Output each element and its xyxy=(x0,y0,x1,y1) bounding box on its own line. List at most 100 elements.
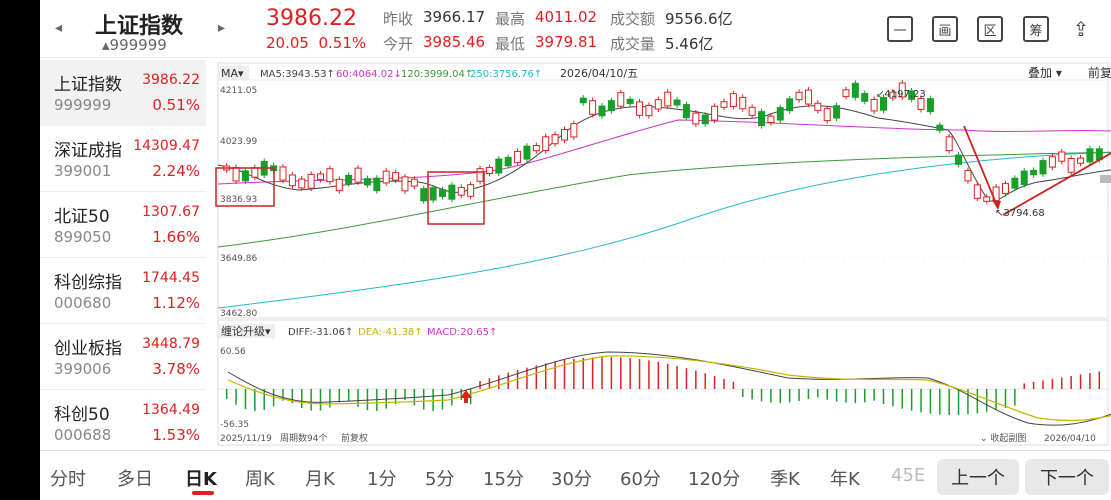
fund-icon[interactable]: 筹 xyxy=(1023,16,1049,42)
tab-120min[interactable]: 120分 xyxy=(688,469,741,490)
candle-body xyxy=(654,99,662,110)
candle-body xyxy=(363,178,371,186)
candle-body xyxy=(410,178,418,187)
tab-5min[interactable]: 5分 xyxy=(425,469,455,490)
tab-1min[interactable]: 1分 xyxy=(367,469,397,490)
sidebar-item-code: 999999 xyxy=(54,96,112,114)
candle-body xyxy=(485,166,493,175)
end-date-label: 2026/04/10 xyxy=(1044,434,1096,444)
sidebar-item-chinext[interactable]: 创业板指 399006 3448.79 3.78% xyxy=(40,324,206,390)
candle-body xyxy=(335,178,343,192)
candle-body xyxy=(298,178,306,189)
ma60-readout: 60:4064.02↓ xyxy=(336,69,402,80)
tab-daily-k[interactable]: 日K xyxy=(185,469,217,490)
y-label: 3649.86 xyxy=(220,254,257,264)
sidebar-item-price: 1744.45 xyxy=(142,270,200,286)
adjust-button[interactable]: 前复权▾ xyxy=(1088,65,1111,80)
tab-15min[interactable]: 15分 xyxy=(483,469,524,490)
prev-index-arrow-icon[interactable]: ◂ xyxy=(55,20,63,36)
macd-histogram xyxy=(225,357,1101,415)
macd-selector-label[interactable]: 缠论升级▾ xyxy=(221,324,271,338)
current-price: 3986.22 xyxy=(266,6,357,31)
share-icon[interactable]: ⇪ xyxy=(1072,17,1090,41)
ma250-line xyxy=(217,151,1111,309)
high-mark-label: ↙4197.23 xyxy=(876,89,926,100)
ma-selector-button[interactable] xyxy=(219,66,249,80)
buy-signal-arrow-icon xyxy=(460,390,472,403)
ma-selector-label[interactable]: MA▾ xyxy=(221,67,244,80)
candle-body xyxy=(420,188,428,202)
tab-intraday[interactable]: 分时 xyxy=(50,469,86,490)
candle-body xyxy=(429,187,437,201)
sidebar-item-code: 399001 xyxy=(54,162,112,180)
tab-multiday[interactable]: 多日 xyxy=(117,469,153,490)
ma5-readout: MA5:3943.53↑ xyxy=(260,69,335,80)
macd-selector-button[interactable] xyxy=(219,324,275,338)
candle-body xyxy=(1058,151,1066,162)
candle-body xyxy=(833,105,841,119)
kline-chart-svg[interactable]: MA▾ MA5:3943.53↑ 60:4064.02↓ 120:3999.04… xyxy=(208,60,1111,450)
low-value: 3979.81 xyxy=(535,33,598,51)
candle-body xyxy=(870,98,878,112)
candle-body xyxy=(711,105,719,121)
tab-quarterly-k[interactable]: 季K xyxy=(770,469,800,490)
candle-body xyxy=(532,144,540,152)
minus-icon[interactable]: 一 xyxy=(887,16,913,42)
next-button[interactable]: 下一个 xyxy=(1025,459,1109,495)
candle-body xyxy=(758,111,766,127)
candle-body xyxy=(514,151,522,164)
candle-body xyxy=(279,166,287,181)
candle-body xyxy=(589,100,597,115)
candle-body xyxy=(786,98,794,112)
tab-60min[interactable]: 60分 xyxy=(620,469,661,490)
sidebar-item-beizheng50[interactable]: 北证50 899050 1307.67 1.66% xyxy=(40,192,206,258)
tab-weekly-k[interactable]: 周K xyxy=(245,469,275,490)
tab-45e[interactable]: 45E xyxy=(891,465,926,486)
candle-body xyxy=(908,90,916,100)
amount-value: 9556.6亿 xyxy=(665,10,733,28)
collapse-subchart-button[interactable]: ⌄ 收起副图 xyxy=(980,432,1026,444)
low-mark-label: ↖3794.68 xyxy=(995,208,1045,219)
volume-value: 5.46亿 xyxy=(665,35,714,53)
stock-app: ◂ 上证指数 ▴999999 ▸ 3986.22 20.05 0.51% 昨收 … xyxy=(40,0,1111,500)
kline-chart-area[interactable]: MA▾ MA5:3943.53↑ 60:4064.02↓ 120:3999.04… xyxy=(208,60,1111,450)
next-index-arrow-icon[interactable]: ▸ xyxy=(218,20,226,36)
annotation-box-1 xyxy=(215,167,275,207)
active-tab-underline xyxy=(192,491,214,495)
overlay-button[interactable]: 叠加 ▾ xyxy=(1028,66,1062,80)
candle-body xyxy=(645,104,653,117)
low-mark-value: 3794.68 xyxy=(1003,208,1044,219)
sidebar-item-kechuang-composite[interactable]: 科创综指 000680 1744.45 1.12% xyxy=(40,258,206,324)
region-icon[interactable]: 区 xyxy=(977,16,1003,42)
prev-button[interactable]: 上一个 xyxy=(937,459,1019,495)
sidebar-item-name: 深证成指 xyxy=(54,141,122,161)
y-label-top: 4211.05 xyxy=(220,86,257,96)
candle-body xyxy=(636,101,644,116)
candle-body xyxy=(570,123,578,138)
candle-body xyxy=(579,97,587,104)
tab-yearly-k[interactable]: 年K xyxy=(830,469,860,490)
y-label: 4023.99 xyxy=(220,137,257,147)
sidebar-item-pct: 2.24% xyxy=(152,162,200,180)
candle-body xyxy=(288,174,296,187)
prev-close-label: 昨收 xyxy=(383,10,414,28)
sidebar-item-star50[interactable]: 科创50 000688 1364.49 1.53% xyxy=(40,390,206,456)
candle-body xyxy=(926,98,934,113)
sidebar-item-code: 000688 xyxy=(54,426,112,444)
dea-line xyxy=(227,355,1111,422)
change-pct: 0.51% xyxy=(318,34,367,52)
window-icon[interactable]: 画 xyxy=(932,16,958,42)
tab-monthly-k[interactable]: 月K xyxy=(305,469,335,490)
tab-30min[interactable]: 30分 xyxy=(551,469,592,490)
candle-body xyxy=(326,168,334,183)
sidebar-item-shenzhen[interactable]: 深证成指 399001 14309.47 2.24% xyxy=(40,126,206,192)
sidebar-item-pct: 0.51% xyxy=(152,96,200,114)
candle-body xyxy=(1001,183,1009,194)
candle-body xyxy=(776,107,784,121)
quote-header: ◂ 上证指数 ▴999999 ▸ 3986.22 20.05 0.51% 昨收 … xyxy=(40,0,1111,58)
sidebar-item-shanghai[interactable]: 上证指数 999999 3986.22 0.51% xyxy=(40,60,206,126)
candle-body xyxy=(392,172,400,181)
open-label: 今开 xyxy=(383,35,414,53)
sidebar-item-price: 3448.79 xyxy=(142,336,200,352)
candle-body xyxy=(861,92,869,102)
